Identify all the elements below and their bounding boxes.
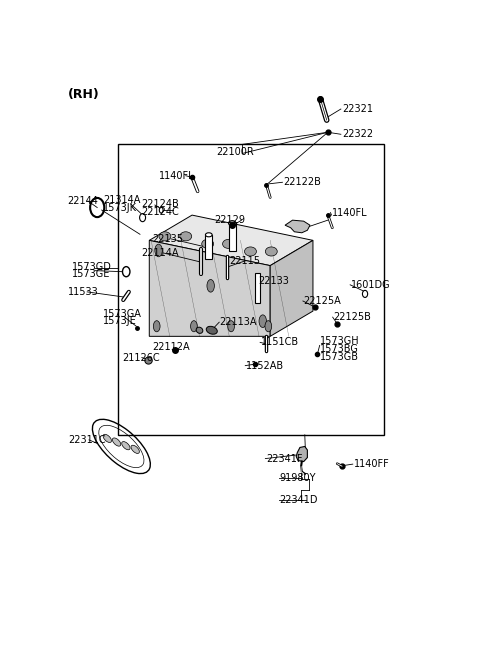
Ellipse shape <box>103 434 111 443</box>
Text: 22114A: 22114A <box>141 248 179 258</box>
Text: 1573GA: 1573GA <box>103 308 142 319</box>
Ellipse shape <box>259 315 266 327</box>
Bar <box>254 273 260 304</box>
Text: 1140FL: 1140FL <box>332 207 367 218</box>
Text: 22133: 22133 <box>258 276 289 286</box>
Ellipse shape <box>207 279 215 292</box>
Polygon shape <box>285 220 310 233</box>
Text: 1573BG: 1573BG <box>321 344 359 354</box>
Text: 22341D: 22341D <box>279 495 318 506</box>
Text: (RH): (RH) <box>67 89 99 102</box>
Text: 1601DG: 1601DG <box>351 280 391 290</box>
Text: 1573GB: 1573GB <box>321 352 360 361</box>
Text: 1573JK: 1573JK <box>103 203 137 213</box>
Ellipse shape <box>155 244 162 256</box>
Ellipse shape <box>206 326 217 334</box>
Text: 22125A: 22125A <box>304 296 341 306</box>
Ellipse shape <box>159 232 171 241</box>
Bar <box>205 235 212 259</box>
Text: 1573JE: 1573JE <box>103 316 136 326</box>
Text: 1140FF: 1140FF <box>354 459 390 469</box>
Ellipse shape <box>154 321 160 332</box>
Bar <box>228 223 236 251</box>
Text: 1573GH: 1573GH <box>321 337 360 346</box>
Text: 1140FL: 1140FL <box>158 171 194 180</box>
Polygon shape <box>296 447 307 462</box>
Ellipse shape <box>180 232 192 241</box>
Ellipse shape <box>191 321 197 332</box>
Text: 22122B: 22122B <box>283 177 321 187</box>
Polygon shape <box>270 240 313 337</box>
Ellipse shape <box>265 247 277 256</box>
Text: 11533: 11533 <box>68 287 99 297</box>
Ellipse shape <box>244 247 256 256</box>
Text: 22321: 22321 <box>343 104 374 114</box>
Text: 22311C: 22311C <box>68 435 106 445</box>
Ellipse shape <box>265 321 272 332</box>
Text: 22113A: 22113A <box>219 318 257 327</box>
Polygon shape <box>149 240 270 337</box>
Text: 22144: 22144 <box>67 196 98 206</box>
Text: 22124B: 22124B <box>141 199 179 209</box>
Ellipse shape <box>145 357 152 364</box>
Ellipse shape <box>202 239 214 249</box>
Ellipse shape <box>112 438 121 446</box>
Ellipse shape <box>131 445 139 453</box>
Text: 22124C: 22124C <box>141 207 179 216</box>
Text: 22322: 22322 <box>343 129 374 139</box>
Text: 22135: 22135 <box>152 234 183 244</box>
Text: 22125B: 22125B <box>334 312 372 322</box>
Text: 21126C: 21126C <box>122 352 160 363</box>
Text: 1573GD: 1573GD <box>72 262 112 272</box>
Text: 1151CB: 1151CB <box>261 337 299 348</box>
Ellipse shape <box>205 233 212 237</box>
Bar <box>118 144 384 435</box>
Text: 22100R: 22100R <box>216 147 254 157</box>
Text: 1573GE: 1573GE <box>72 269 110 279</box>
Text: 22112A: 22112A <box>152 342 190 352</box>
Text: 22129: 22129 <box>215 215 245 225</box>
Text: 91980Y: 91980Y <box>279 473 316 483</box>
Text: 1152AB: 1152AB <box>246 361 284 371</box>
Text: 21314A: 21314A <box>103 195 140 205</box>
Ellipse shape <box>223 239 234 249</box>
Ellipse shape <box>228 220 236 226</box>
Text: 22115: 22115 <box>229 256 260 266</box>
Ellipse shape <box>196 327 203 333</box>
Ellipse shape <box>228 321 234 332</box>
Polygon shape <box>149 215 313 266</box>
Ellipse shape <box>122 441 130 450</box>
Text: 22341F: 22341F <box>266 453 303 464</box>
